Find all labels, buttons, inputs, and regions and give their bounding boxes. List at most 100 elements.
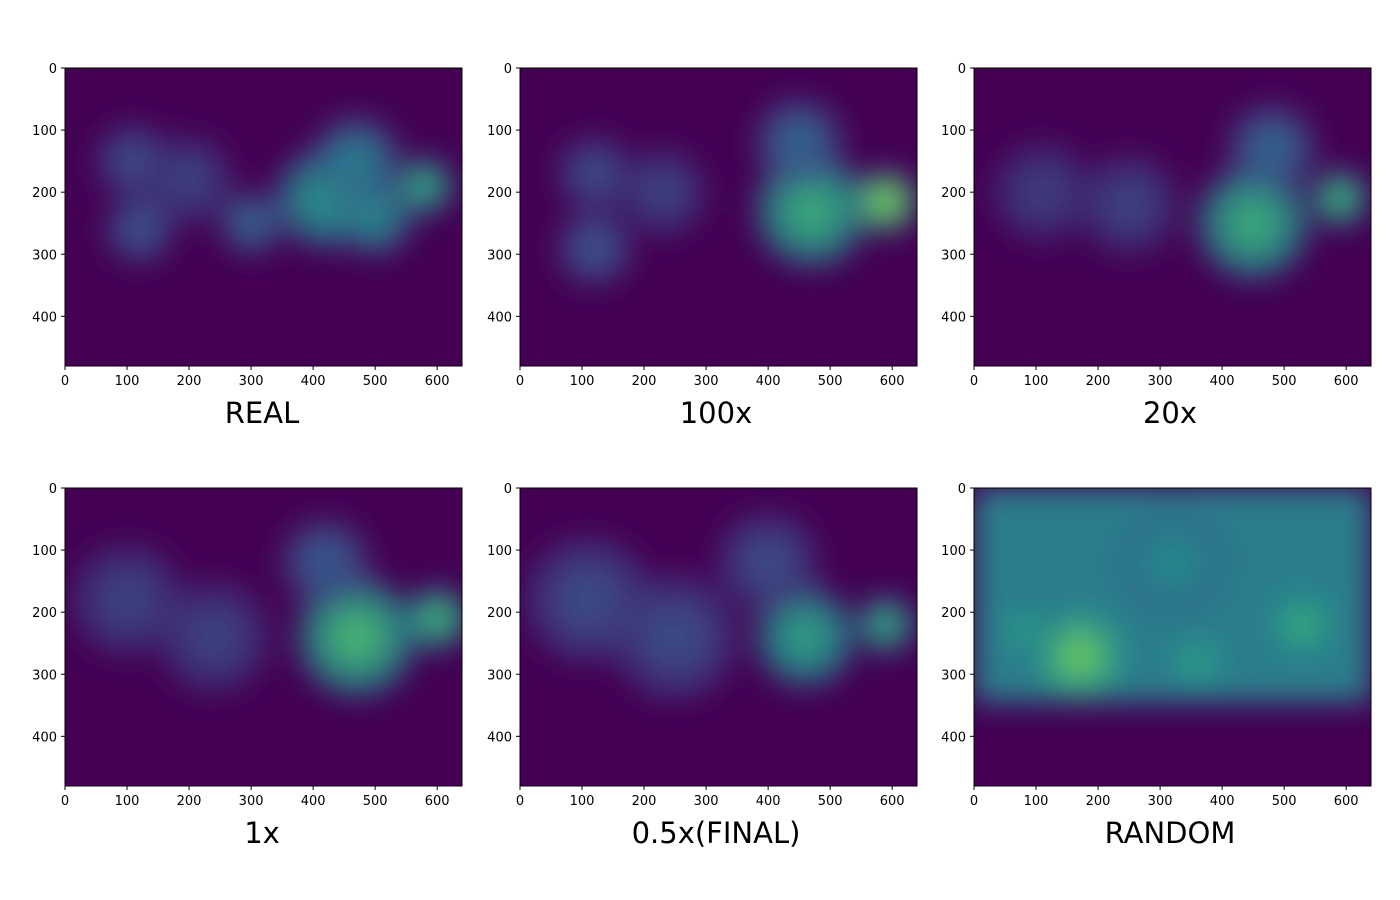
y-tick-label: 0 (504, 62, 512, 77)
heatmap-field (96, 117, 453, 264)
heatmap-blob (751, 545, 785, 580)
x-tick-label: 100 (1024, 374, 1049, 389)
heatmap-panel-5: 0 100 200 300 400 500 600 0 100 200 300 400 RANDOM (941, 482, 1372, 850)
x-tick-label: 400 (756, 374, 781, 389)
y-tick-label: 200 (32, 186, 57, 201)
heatmap-field (992, 105, 1368, 280)
y-tick-label: 200 (487, 606, 512, 621)
x-tick-label: 400 (756, 794, 781, 809)
y-tick-label: 200 (487, 186, 512, 201)
y-tick-label: 0 (504, 482, 512, 497)
y-tick-label: 0 (958, 482, 966, 497)
heatmap-blob (128, 218, 151, 241)
y-tick-label: 100 (941, 124, 966, 139)
heatmap-blob (336, 617, 377, 657)
y-tick-label: 300 (487, 668, 512, 683)
x-tick-label: 600 (1334, 374, 1359, 389)
heatmap-blob (342, 146, 372, 176)
panel-caption: RANDOM (1105, 816, 1236, 850)
x-tick-label: 200 (1086, 794, 1111, 809)
x-tick-label: 500 (1272, 374, 1297, 389)
heatmap-blob (311, 548, 341, 577)
y-tick-label: 400 (941, 730, 966, 745)
x-tick-label: 500 (1272, 794, 1297, 809)
heatmap-field (974, 488, 1371, 703)
y-tick-label: 100 (32, 124, 57, 139)
heatmap-blob (784, 128, 814, 157)
x-tick-label: 0 (970, 374, 978, 389)
heatmap-blob (1184, 649, 1210, 675)
axes-frame (64, 487, 463, 787)
heatmap-blob (362, 204, 388, 230)
y-tick-label: 200 (941, 186, 966, 201)
heatmap-blob (875, 191, 897, 212)
y-tick-label: 100 (487, 124, 512, 139)
x-tick-label: 300 (694, 794, 719, 809)
y-tick-label: 400 (487, 730, 512, 745)
x-tick-label: 500 (363, 374, 388, 389)
x-tick-label: 500 (363, 794, 388, 809)
x-tick-label: 0 (61, 374, 69, 389)
axes-frame (519, 67, 918, 367)
heatmap-blob (1290, 612, 1316, 637)
heatmap-field (557, 99, 917, 286)
x-tick-label: 500 (818, 374, 843, 389)
x-tick-label: 600 (425, 374, 450, 389)
panel-caption: 100x (680, 396, 753, 430)
heatmap-blob (195, 618, 233, 656)
x-tick-label: 300 (239, 374, 264, 389)
heatmap-blob (648, 177, 678, 207)
heatmap-blob (120, 148, 146, 174)
heatmap-blob (426, 608, 448, 629)
x-tick-label: 200 (1086, 374, 1111, 389)
heatmap-blob (582, 161, 607, 186)
y-tick-label: 300 (941, 248, 966, 263)
y-tick-label: 300 (487, 248, 512, 263)
x-tick-label: 400 (1210, 374, 1235, 389)
heatmap-blob (1025, 175, 1059, 209)
x-tick-label: 400 (301, 794, 326, 809)
x-tick-label: 100 (570, 374, 595, 389)
x-tick-label: 200 (632, 374, 657, 389)
y-tick-label: 100 (487, 544, 512, 559)
heatmap-blob (1330, 189, 1350, 208)
x-tick-label: 200 (177, 794, 202, 809)
x-tick-label: 0 (516, 374, 524, 389)
heatmap-panel-4: 0 100 200 300 400 500 600 0 100 200 300 400 0.5x(FIN… (487, 482, 918, 850)
x-tick-label: 200 (632, 794, 657, 809)
heatmap-blob (1013, 620, 1034, 642)
y-tick-label: 0 (49, 62, 57, 77)
heatmap-blob (1064, 641, 1094, 671)
heatmap-blob (1153, 543, 1192, 582)
y-tick-label: 200 (32, 606, 57, 621)
x-tick-label: 0 (516, 794, 524, 809)
x-tick-label: 600 (425, 794, 450, 809)
heatmap-blob (792, 192, 831, 230)
heatmap-blob (582, 235, 607, 261)
panel-caption: 20x (1143, 396, 1197, 430)
y-tick-label: 200 (941, 606, 966, 621)
heatmap-blob (788, 620, 822, 654)
axes-frame (973, 67, 1372, 367)
x-tick-label: 600 (1334, 794, 1359, 809)
heatmap-blob (1257, 134, 1287, 164)
x-tick-label: 300 (1148, 794, 1173, 809)
heatmap-panel-2: 0 100 200 300 400 500 600 0 100 200 300 400 20x (941, 62, 1372, 430)
panel-caption: 1x (244, 816, 280, 850)
heatmap-panel-3: 0 100 200 300 400 500 600 0 100 200 300 400 1x (32, 482, 463, 850)
heatmap-blob (654, 616, 696, 658)
heatmap-blob (415, 176, 435, 196)
heatmap-blob (1112, 188, 1146, 222)
x-tick-label: 100 (115, 374, 140, 389)
y-tick-label: 300 (32, 248, 57, 263)
panel-caption: 0.5x(FINAL) (632, 816, 801, 850)
x-tick-label: 200 (177, 374, 202, 389)
x-tick-label: 100 (115, 794, 140, 809)
x-tick-label: 300 (239, 794, 264, 809)
x-tick-label: 600 (880, 794, 905, 809)
heatmap-blob (174, 165, 204, 195)
heatmap-blob (1234, 204, 1272, 242)
y-tick-label: 400 (32, 310, 57, 325)
